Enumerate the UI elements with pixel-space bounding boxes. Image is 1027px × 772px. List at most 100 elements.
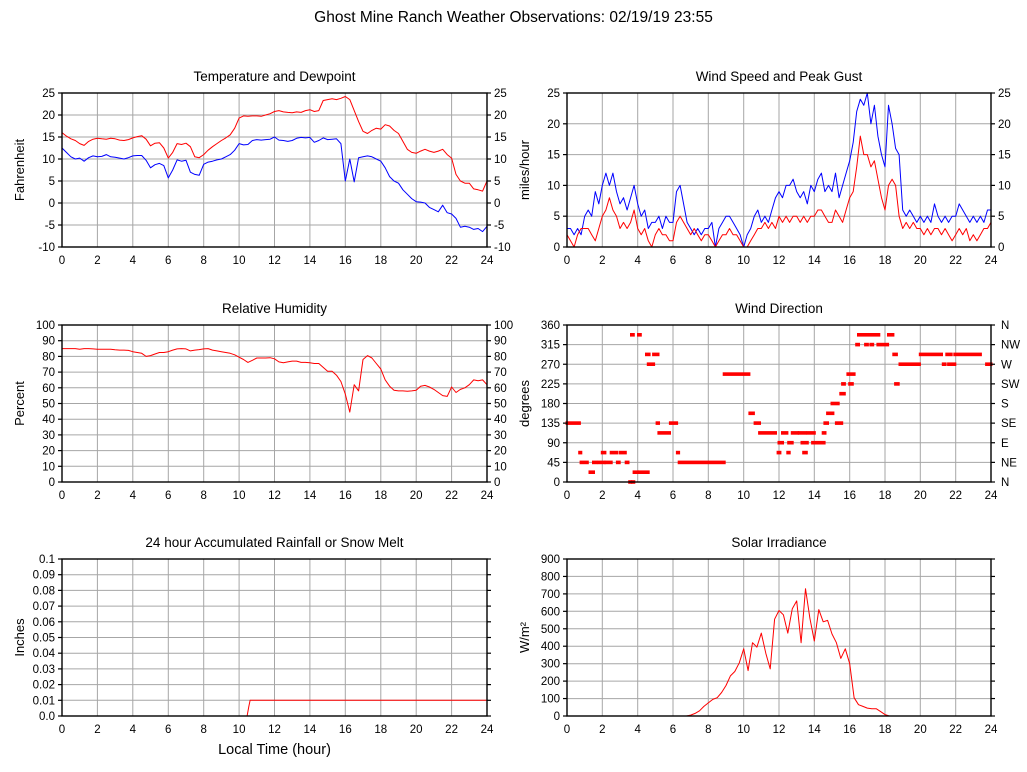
y-tick-label: 500 (541, 624, 560, 636)
x-tick-label: 2 (94, 490, 100, 502)
y-tick-label-right: -10 (494, 242, 511, 254)
y-tick-label: 100 (541, 694, 560, 706)
y-tick-label: 20 (42, 110, 55, 122)
x-tick-label: 18 (374, 255, 387, 267)
plot-frame (566, 92, 992, 248)
y-tick-label: 90 (42, 336, 55, 348)
x-tick-label: 12 (773, 724, 786, 736)
y-tick-label: 25 (42, 88, 55, 100)
x-tick-label: 12 (773, 490, 786, 502)
x-tick-label: 16 (339, 724, 352, 736)
x-tick-label: 16 (339, 255, 352, 267)
y-tick-label: 30 (42, 430, 55, 442)
y-tick-label-right: 5 (494, 176, 500, 188)
y-tick-label-right: 20 (494, 446, 507, 458)
y-tick-label: 0.01 (33, 695, 55, 707)
x-axis-label: Local Time (hour) (218, 742, 331, 758)
x-tick-label: 12 (268, 724, 281, 736)
y-tick-label: 135 (541, 418, 560, 430)
compass-label: NE (1001, 457, 1017, 469)
x-tick-label: 24 (481, 490, 494, 502)
x-tick-label: 2 (599, 724, 605, 736)
x-tick-label: 10 (233, 255, 246, 267)
x-tick-label: 18 (879, 724, 892, 736)
y-axis-label: W/m² (517, 621, 532, 653)
x-tick-label: 14 (808, 255, 821, 267)
x-tick-label: 10 (233, 724, 246, 736)
x-tick-label: 16 (339, 490, 352, 502)
y-tick-label: 45 (547, 457, 560, 469)
y-tick-label: 10 (547, 180, 560, 192)
x-tick-label: 14 (304, 724, 317, 736)
x-tick-label: 10 (737, 724, 750, 736)
y-tick-label: 0.05 (33, 633, 55, 645)
y-tick-label-right: 50 (494, 399, 507, 411)
x-tick-label: 4 (130, 724, 137, 736)
page-title: Ghost Mine Ranch Weather Observations: 0… (314, 9, 713, 26)
dewpoint-line (61, 136, 488, 233)
x-tick-label: 0 (59, 255, 65, 267)
chart-title: Wind Speed and Peak Gust (696, 69, 863, 84)
y-tick-label: 100 (36, 320, 55, 332)
x-tick-label: 0 (564, 724, 570, 736)
chart-title: Relative Humidity (222, 301, 327, 316)
y-tick-label: 80 (42, 351, 55, 363)
x-tick-label: 2 (599, 255, 605, 267)
x-tick-label: 4 (634, 255, 641, 267)
x-tick-label: 8 (705, 724, 711, 736)
x-tick-label: 6 (165, 255, 171, 267)
y-tick-label: 0.06 (33, 617, 55, 629)
x-tick-label: 12 (773, 255, 786, 267)
x-tick-label: 12 (268, 255, 281, 267)
compass-label: W (1001, 359, 1012, 371)
x-tick-label: 14 (808, 724, 821, 736)
x-tick-label: 22 (949, 490, 962, 502)
peak-gust-line (566, 92, 992, 248)
x-tick-label: 10 (737, 255, 750, 267)
y-tick-label: 10 (42, 154, 55, 166)
y-tick-label: -10 (38, 242, 55, 254)
x-tick-label: 24 (481, 724, 494, 736)
x-tick-label: 6 (165, 724, 171, 736)
grid (567, 325, 991, 482)
compass-label: E (1001, 438, 1009, 450)
y-tick-label-right: 40 (494, 414, 507, 426)
temperature-line (61, 96, 488, 192)
x-tick-label: 8 (705, 490, 711, 502)
y-tick-label: 5 (49, 176, 55, 188)
y-tick-label: 15 (547, 150, 560, 162)
x-tick-label: 18 (374, 724, 387, 736)
y-tick-label: 0 (554, 242, 560, 254)
x-tick-label: 4 (634, 724, 641, 736)
y-axis-label: miles/hour (517, 139, 532, 200)
x-tick-label: 6 (670, 724, 676, 736)
y-tick-label: 700 (541, 589, 560, 601)
y-tick-label: 0.07 (33, 601, 55, 613)
grid (62, 559, 487, 716)
y-tick-label-right: 25 (998, 88, 1011, 100)
y-tick-label-right: 30 (494, 430, 507, 442)
y-tick-label: 0.03 (33, 664, 55, 676)
y-tick-label-right: 20 (998, 119, 1011, 131)
x-tick-label: 22 (445, 255, 458, 267)
x-tick-label: 24 (985, 724, 998, 736)
x-tick-label: 20 (914, 255, 927, 267)
x-tick-label: 22 (949, 724, 962, 736)
grid (62, 93, 487, 247)
chart-rainfall: 0.0 0.01 0.02 0.03 0.04 0.05 0.06 0.07 0.08 0.09 0… (12, 535, 494, 758)
x-tick-label: 20 (914, 724, 927, 736)
grid (62, 325, 487, 482)
y-tick-label: 70 (42, 367, 55, 379)
y-tick-label: 225 (541, 379, 560, 391)
x-tick-label: 20 (410, 255, 423, 267)
chart-title: 24 hour Accumulated Rainfall or Snow Mel… (145, 535, 403, 550)
plot-frame (566, 558, 992, 717)
y-tick-label-right: 80 (494, 351, 507, 363)
plot-frame (61, 92, 488, 248)
y-axis-label: Fahrenheit (12, 139, 27, 202)
x-tick-label: 8 (705, 255, 711, 267)
